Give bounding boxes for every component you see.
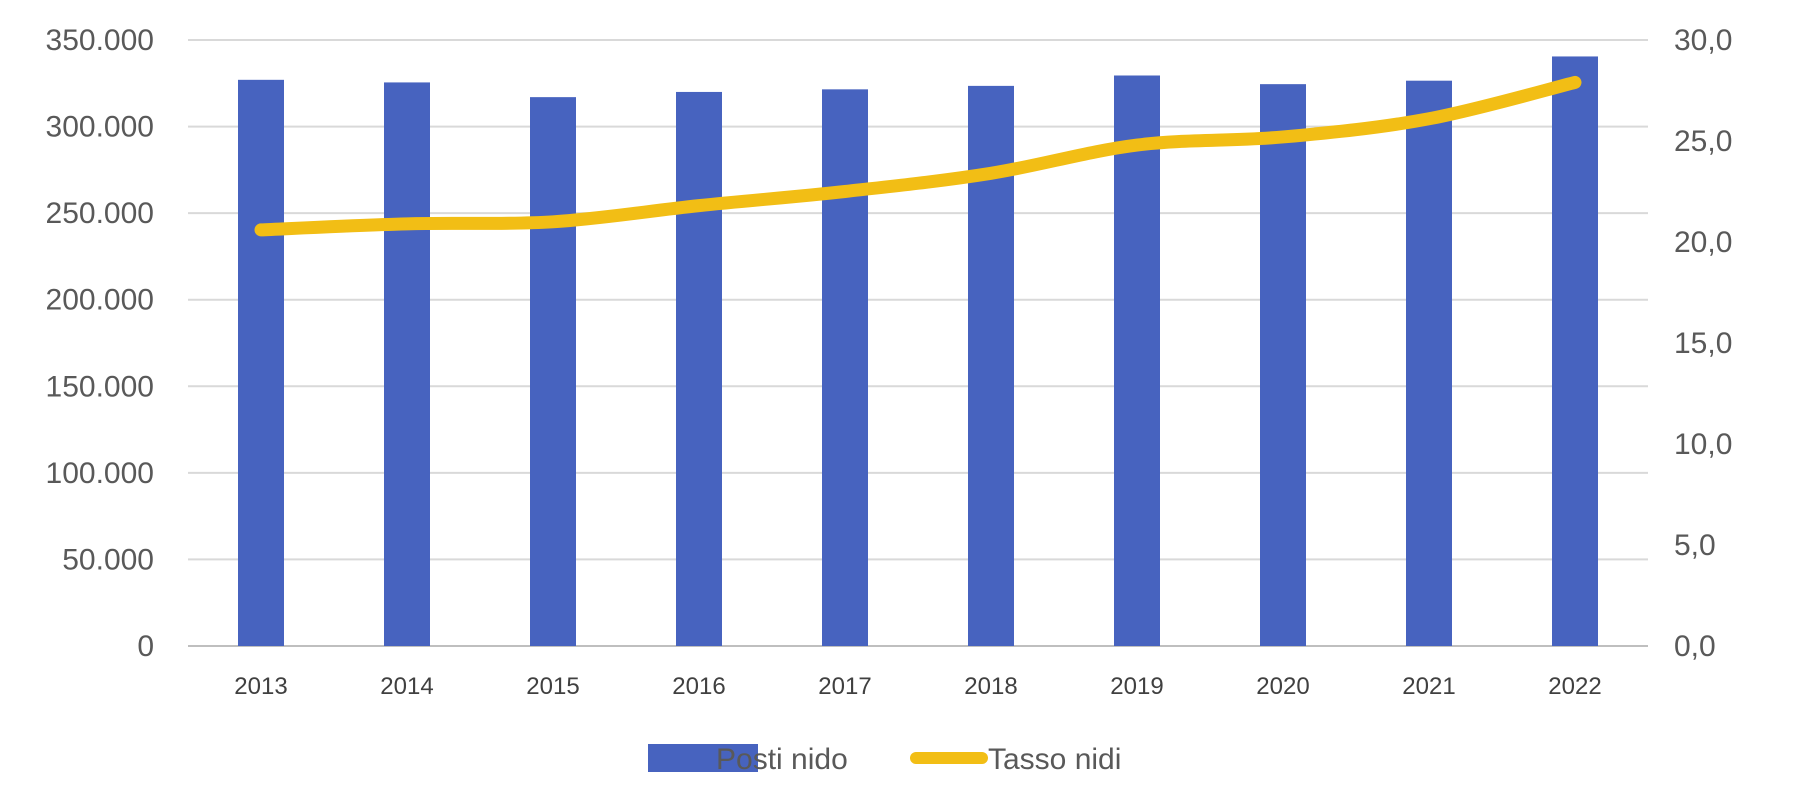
line-point [1136, 144, 1138, 147]
x-axis-tick-label: 2022 [1548, 673, 1601, 700]
bar [1114, 75, 1160, 647]
left-axis-tick-label: 350.000 [46, 24, 154, 57]
right-axis-tick-label: 30,0 [1674, 24, 1732, 57]
legend-label-tasso-nidi: Tasso nidi [988, 743, 1121, 776]
x-axis-tick-label: 2016 [672, 673, 725, 700]
line-point [698, 204, 700, 207]
bar [530, 97, 576, 646]
bar-series-posti-nido [238, 56, 1598, 647]
line-point [844, 190, 846, 193]
line-point [1282, 135, 1284, 138]
bar [676, 91, 722, 646]
line-path [254, 75, 1582, 237]
bar [238, 79, 284, 646]
line-point [1428, 117, 1430, 120]
right-axis-ticks: 0,0 5,0 10,0 15,0 20,0 25,0 30,0 [1674, 24, 1732, 663]
left-axis-tick-label: 200.000 [46, 284, 154, 317]
x-axis-tick-label: 2021 [1402, 673, 1455, 700]
bar [1552, 56, 1598, 647]
legend-label-posti-nido: Posti nido [716, 743, 848, 776]
x-axis-tick-label: 2017 [818, 673, 871, 700]
left-axis-tick-label: 50.000 [62, 543, 154, 576]
x-axis-tick-label: 2013 [234, 673, 287, 700]
left-axis-tick-label: 300.000 [46, 111, 154, 144]
line-point [552, 220, 554, 223]
bar [822, 89, 868, 647]
legend: Posti nido Tasso nidi [648, 743, 1121, 776]
left-axis-tick-label: 0 [137, 630, 154, 663]
x-axis-tick-label: 2020 [1256, 673, 1309, 700]
left-axis-tick-label: 100.000 [46, 457, 154, 490]
line-point [1574, 81, 1576, 84]
bar [1406, 80, 1452, 646]
legend-swatch-posti-nido [648, 744, 758, 772]
right-axis-tick-label: 5,0 [1674, 529, 1716, 562]
x-axis-tick-label: 2018 [964, 673, 1017, 700]
gridlines [188, 39, 1648, 647]
bar [384, 82, 430, 647]
line-series-tasso-nidi [254, 75, 1582, 237]
x-axis-tick-label: 2015 [526, 673, 579, 700]
left-axis-tick-label: 150.000 [46, 370, 154, 403]
bar [1260, 84, 1306, 646]
right-axis-tick-label: 25,0 [1674, 125, 1732, 158]
line-point [406, 222, 408, 225]
right-axis-tick-label: 15,0 [1674, 327, 1732, 360]
right-axis-tick-label: 0,0 [1674, 630, 1716, 663]
x-axis-tick-label: 2019 [1110, 673, 1163, 700]
right-axis-tick-label: 10,0 [1674, 428, 1732, 461]
x-axis-tick-label: 2014 [380, 673, 433, 700]
left-axis-ticks: 0 50.000 100.000 150.000 200.000 250.000 300.0… [46, 24, 154, 663]
left-axis-tick-label: 250.000 [46, 197, 154, 230]
right-axis-tick-label: 20,0 [1674, 226, 1732, 259]
line-point [260, 228, 262, 231]
line-point [990, 172, 992, 175]
x-axis-ticks: 2013 2014 2015 2016 2017 2018 2019 2020 2021 2022 [234, 673, 1601, 700]
